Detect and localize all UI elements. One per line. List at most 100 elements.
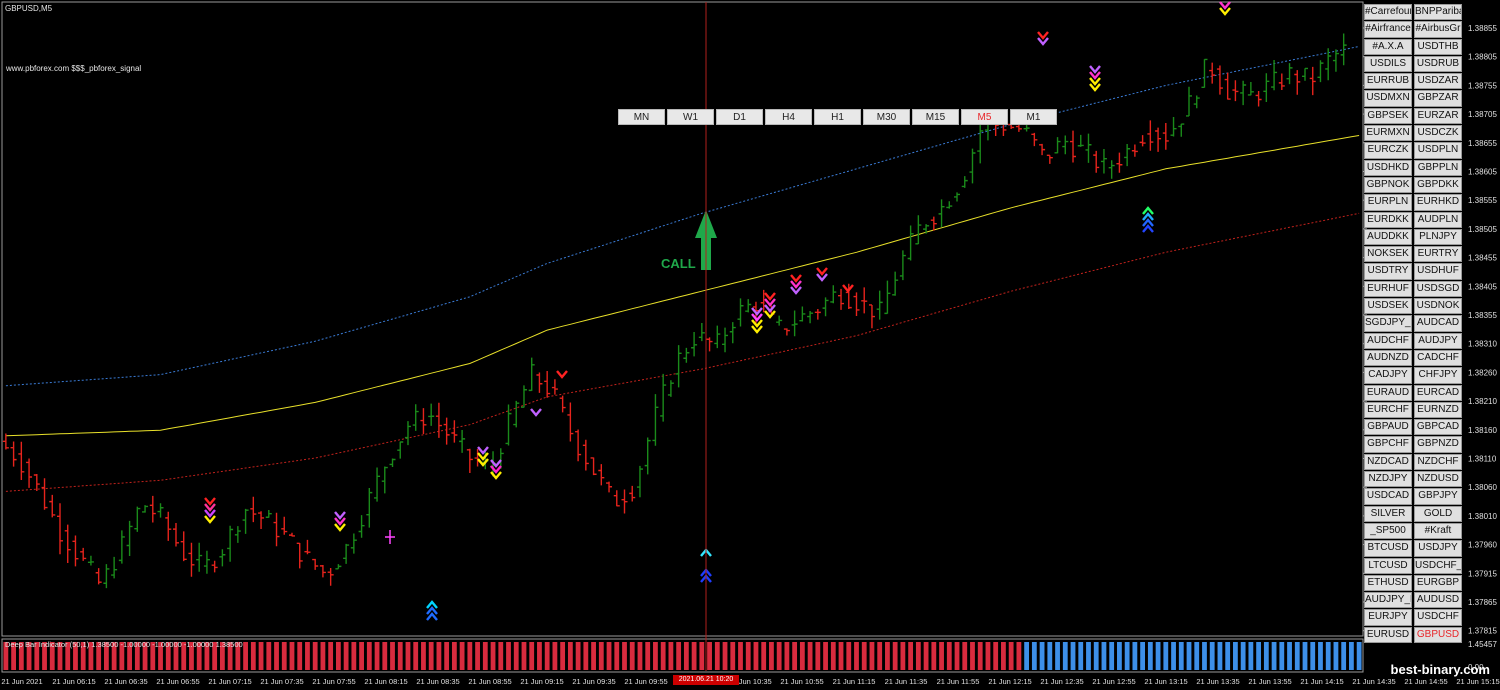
symbol-button[interactable]: EURRUB xyxy=(1364,73,1412,90)
symbol-button[interactable]: #Carrefour xyxy=(1364,4,1412,21)
indicator-histogram-bar xyxy=(560,642,566,670)
symbol-button[interactable]: USDTRY xyxy=(1364,263,1412,280)
symbol-button[interactable]: EURJPY xyxy=(1364,609,1412,626)
price-bar xyxy=(930,216,937,231)
symbol-button[interactable]: USDILS xyxy=(1364,55,1412,73)
symbol-button[interactable]: BTCUSD xyxy=(1364,540,1412,557)
timeframe-h1-button[interactable]: H1 xyxy=(814,109,861,125)
symbol-button[interactable]: USDCHF xyxy=(1414,609,1462,626)
symbol-button[interactable]: ETHUSD xyxy=(1364,574,1412,592)
symbol-button[interactable]: USDMXN xyxy=(1364,90,1412,107)
symbol-button[interactable]: GBPNOK xyxy=(1364,176,1412,194)
symbol-button[interactable]: SILVER xyxy=(1364,505,1412,522)
symbol-button[interactable]: GBPDKK xyxy=(1414,176,1462,194)
symbol-button[interactable]: SGDJPY_ST xyxy=(1364,315,1412,332)
symbol-button[interactable]: GBPJPY xyxy=(1414,488,1462,505)
symbol-button[interactable]: USDSGD xyxy=(1414,280,1462,298)
indicator-histogram-bar xyxy=(738,642,743,670)
sell-signal-arrow-icon xyxy=(790,286,802,295)
symbol-button[interactable]: GBPNZD xyxy=(1414,436,1462,453)
symbol-button[interactable]: USDCAD xyxy=(1364,488,1412,505)
symbol-button[interactable]: NZDJPY xyxy=(1364,471,1412,488)
timeframe-d1-button[interactable]: D1 xyxy=(716,109,763,125)
symbol-button[interactable]: AUDJPY_FX xyxy=(1364,592,1412,609)
symbol-button[interactable]: EURCAD xyxy=(1414,384,1462,401)
timeframe-m5-button[interactable]: M5 xyxy=(961,109,1008,125)
timeframe-m1-button[interactable]: M1 xyxy=(1010,109,1057,125)
symbol-button[interactable]: AUDUSD xyxy=(1414,592,1462,609)
symbol-button[interactable]: USDTHB xyxy=(1414,38,1462,55)
symbol-button[interactable]: AUDDKK xyxy=(1364,228,1412,246)
symbol-button[interactable]: AUDNZD xyxy=(1364,349,1412,367)
price-bar xyxy=(660,373,667,422)
symbol-button[interactable]: USDNOK xyxy=(1414,298,1462,315)
timeframe-mn-button[interactable]: MN xyxy=(618,109,665,125)
symbol-button[interactable]: USDZAR xyxy=(1414,73,1462,90)
symbol-button[interactable]: #Kraft xyxy=(1414,522,1462,540)
symbol-button[interactable]: EURGBP xyxy=(1414,574,1462,592)
symbol-button[interactable]: EURNZD xyxy=(1414,401,1462,419)
price-axis-label: 1.38805 xyxy=(1468,53,1497,62)
symbol-button[interactable]: #AirbusGr xyxy=(1414,21,1462,38)
symbol-button[interactable]: EURMXN xyxy=(1364,125,1412,142)
symbol-button[interactable]: GBPAUD xyxy=(1364,419,1412,436)
symbol-button[interactable]: GBPPLN xyxy=(1414,159,1462,176)
symbol-button[interactable]: USDCHF_FX xyxy=(1414,557,1462,574)
symbol-button[interactable]: CHFJPY xyxy=(1414,367,1462,384)
symbol-button[interactable]: GBPUSD xyxy=(1414,626,1462,643)
symbol-button[interactable]: NZDCAD xyxy=(1364,453,1412,471)
symbol-button[interactable]: USDPLN xyxy=(1414,142,1462,159)
timeframe-w1-button[interactable]: W1 xyxy=(667,109,714,125)
indicator-histogram-bar xyxy=(854,642,859,670)
symbol-button[interactable]: USDHUF xyxy=(1414,263,1462,280)
symbol-button[interactable]: EURUSD xyxy=(1364,626,1412,643)
symbol-button[interactable]: EURAUD xyxy=(1364,384,1412,401)
symbol-button[interactable]: #Airfrance xyxy=(1364,21,1412,38)
symbol-button[interactable]: EURPLN xyxy=(1364,194,1412,211)
symbol-button[interactable]: GBPSEK xyxy=(1364,107,1412,125)
timeframe-m30-button[interactable]: M30 xyxy=(863,109,910,125)
indicator-histogram-bar xyxy=(1225,642,1231,670)
timeframe-m15-button[interactable]: M15 xyxy=(912,109,959,125)
symbol-button[interactable]: GBPZAR xyxy=(1414,90,1462,107)
symbol-button[interactable]: LTCUSD xyxy=(1364,557,1412,574)
symbol-button[interactable]: EURTRY xyxy=(1414,246,1462,263)
symbol-button[interactable]: GOLD xyxy=(1414,505,1462,522)
symbol-button[interactable]: PLNJPY xyxy=(1414,228,1462,246)
price-bar xyxy=(466,448,473,473)
symbol-button[interactable]: EURDKK xyxy=(1364,211,1412,228)
symbol-button[interactable]: EURHKD xyxy=(1414,194,1462,211)
price-bar xyxy=(737,298,744,327)
symbol-button[interactable]: USDHKD xyxy=(1364,159,1412,176)
indicator-histogram-bar xyxy=(18,642,24,670)
sell-signal-arrow-icon xyxy=(842,284,854,293)
symbol-button[interactable]: USDSEK xyxy=(1364,298,1412,315)
symbol-button[interactable]: CADJPY xyxy=(1364,367,1412,384)
price-bar xyxy=(776,315,783,326)
symbol-button[interactable]: NOKSEK xyxy=(1364,246,1412,263)
symbol-button[interactable]: EURHUF xyxy=(1364,280,1412,298)
symbol-button[interactable]: EURZAR xyxy=(1414,107,1462,125)
sell-signal-arrow-icon xyxy=(490,465,502,474)
symbol-button[interactable]: AUDCAD xyxy=(1414,315,1462,332)
timeframe-h4-button[interactable]: H4 xyxy=(765,109,812,125)
symbol-button[interactable]: GBPCHF xyxy=(1364,436,1412,453)
symbol-button[interactable]: #A.X.A xyxy=(1364,38,1412,55)
symbol-button[interactable]: _SP500 xyxy=(1364,522,1412,540)
symbol-button[interactable]: USDJPY xyxy=(1414,540,1462,557)
symbol-button[interactable]: AUDJPY xyxy=(1414,332,1462,349)
symbol-button[interactable]: NZDUSD xyxy=(1414,471,1462,488)
symbol-button[interactable]: USDRUB xyxy=(1414,55,1462,73)
time-axis-label: 21 Jun 11:15 xyxy=(833,677,876,686)
symbol-button[interactable]: EURCHF xyxy=(1364,401,1412,419)
symbol-button[interactable]: GBPCAD xyxy=(1414,419,1462,436)
symbol-button[interactable]: USDCZK xyxy=(1414,125,1462,142)
symbol-button[interactable]: EURCZK xyxy=(1364,142,1412,159)
symbol-button[interactable]: BNPPariba xyxy=(1414,4,1462,21)
symbol-button[interactable]: CADCHF xyxy=(1414,349,1462,367)
symbol-button[interactable]: NZDCHF xyxy=(1414,453,1462,471)
symbol-button[interactable]: AUDPLN xyxy=(1414,211,1462,228)
indicator-histogram-bar xyxy=(537,642,542,670)
symbol-button[interactable]: AUDCHF xyxy=(1364,332,1412,349)
